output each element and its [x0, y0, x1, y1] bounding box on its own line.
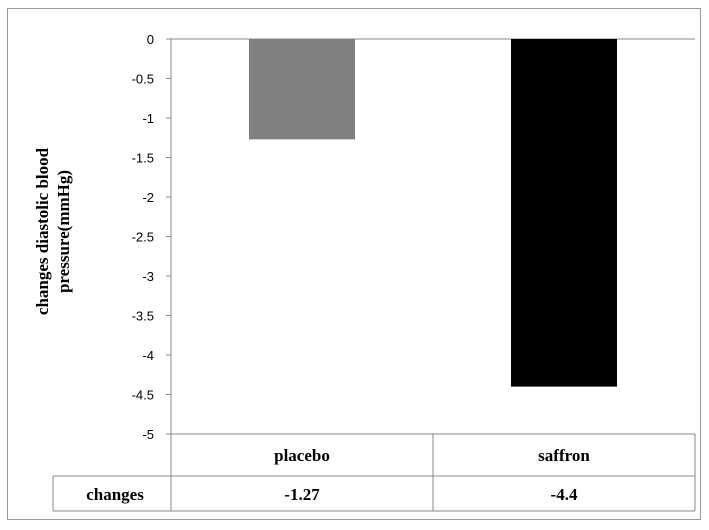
y-tick-label: -0.5 — [132, 72, 154, 87]
y-axis-label-line: pressure(mmHg) — [54, 170, 73, 293]
y-axis-label: changes diastolic blood pressure(mmHg) — [33, 147, 73, 315]
data-label: -4.4 — [551, 485, 578, 504]
bar-saffron — [511, 39, 617, 387]
y-tick-label: -1.5 — [132, 151, 154, 166]
y-tick-label: 0 — [147, 32, 154, 47]
y-tick-label: -5 — [142, 427, 154, 442]
y-tick-label: -4 — [142, 348, 154, 363]
y-tick-label: -3.5 — [132, 309, 154, 324]
bar-placebo — [249, 39, 355, 140]
data-label: -1.27 — [284, 485, 320, 504]
x-category-label: placebo — [274, 446, 330, 465]
y-tick-label: -1 — [142, 111, 154, 126]
table-series-label: changes — [86, 485, 144, 504]
y-tick-label: -2 — [142, 190, 154, 205]
y-tick-label: -2.5 — [132, 230, 154, 245]
chart-frame — [7, 8, 701, 520]
y-tick-label: -4.5 — [132, 388, 154, 403]
x-category-label: saffron — [538, 446, 590, 465]
y-tick-label: -3 — [142, 269, 154, 284]
y-axis-label-line: changes diastolic blood — [33, 147, 52, 315]
